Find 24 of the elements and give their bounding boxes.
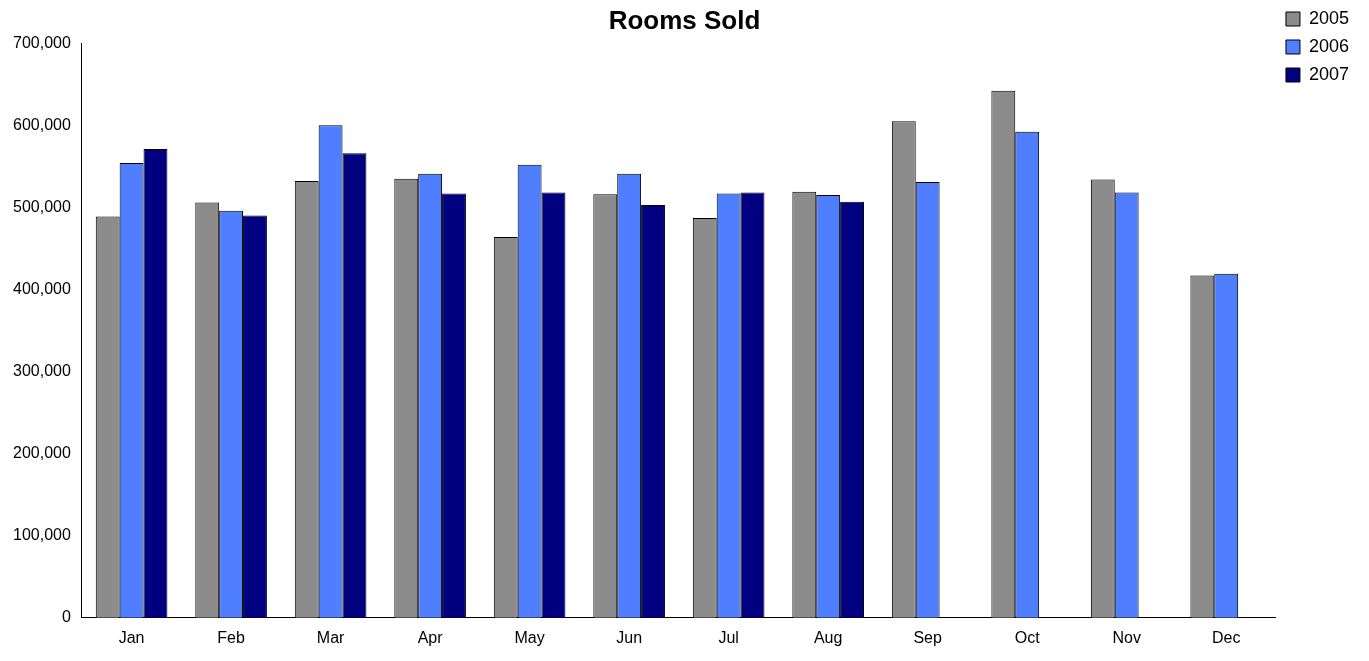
x-tick-label: Apr xyxy=(417,628,444,646)
y-tick-label: 0 xyxy=(61,608,71,626)
x-tick-label: Mar xyxy=(316,628,346,646)
y-tick-label: 700,000 xyxy=(12,33,71,51)
x-tick-label: Jun xyxy=(616,628,643,646)
y-tick-label: 300,000 xyxy=(12,361,71,379)
x-tick-label: Dec xyxy=(1211,628,1241,646)
x-tick-label: Nov xyxy=(1112,628,1141,646)
x-tick-label: May xyxy=(514,628,545,646)
y-tick-label: 400,000 xyxy=(12,279,71,297)
x-tick-label: Jul xyxy=(718,628,739,646)
y-tick-label: 500,000 xyxy=(12,197,71,215)
legend-label: 2005 xyxy=(1308,7,1349,28)
x-tick-label: Feb xyxy=(217,628,245,646)
legend-label: 2006 xyxy=(1308,35,1349,56)
y-tick-label: 200,000 xyxy=(12,444,71,462)
y-tick-label: 100,000 xyxy=(12,526,71,544)
x-tick-label: Oct xyxy=(1014,628,1041,646)
x-tick-label: Jan xyxy=(118,628,145,646)
x-tick-label: Sep xyxy=(913,628,943,646)
y-tick-label: 600,000 xyxy=(12,115,71,133)
x-tick-label: Aug xyxy=(813,628,843,646)
chart-title: Rooms Sold xyxy=(608,4,761,35)
legend-label: 2007 xyxy=(1308,63,1349,84)
